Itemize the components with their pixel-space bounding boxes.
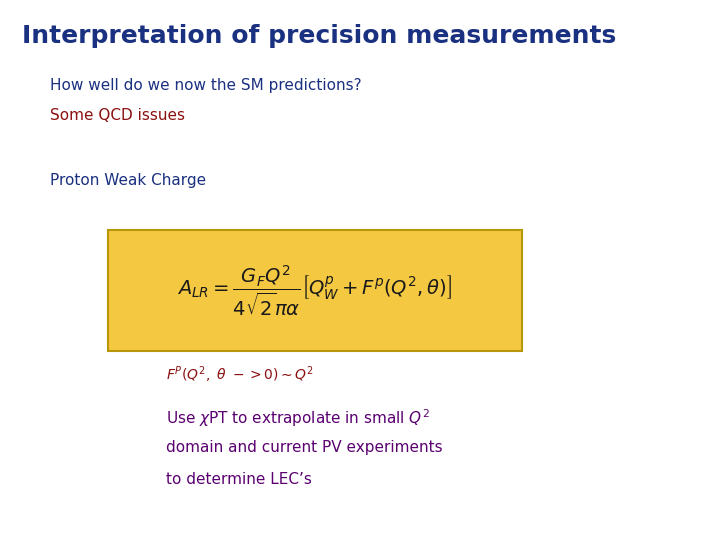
Text: Use $\chi$PT to extrapolate in small $Q^2$: Use $\chi$PT to extrapolate in small $Q^… (166, 408, 429, 429)
Text: Some QCD issues: Some QCD issues (50, 108, 186, 123)
Text: $A_{LR} = \dfrac{G_F Q^2}{4\sqrt{2}\pi\alpha}\left[Q^p_W + F^p(Q^2,\theta)\right: $A_{LR} = \dfrac{G_F Q^2}{4\sqrt{2}\pi\a… (177, 263, 453, 318)
FancyBboxPatch shape (108, 230, 522, 351)
Text: to determine LEC’s: to determine LEC’s (166, 472, 312, 488)
Text: $F^P(Q^2,\ \theta\ ->0) \sim Q^2$: $F^P(Q^2,\ \theta\ ->0) \sim Q^2$ (166, 364, 314, 385)
Text: How well do we now the SM predictions?: How well do we now the SM predictions? (50, 78, 362, 93)
Text: Proton Weak Charge: Proton Weak Charge (50, 173, 207, 188)
Text: Interpretation of precision measurements: Interpretation of precision measurements (22, 24, 616, 48)
Text: domain and current PV experiments: domain and current PV experiments (166, 440, 442, 455)
